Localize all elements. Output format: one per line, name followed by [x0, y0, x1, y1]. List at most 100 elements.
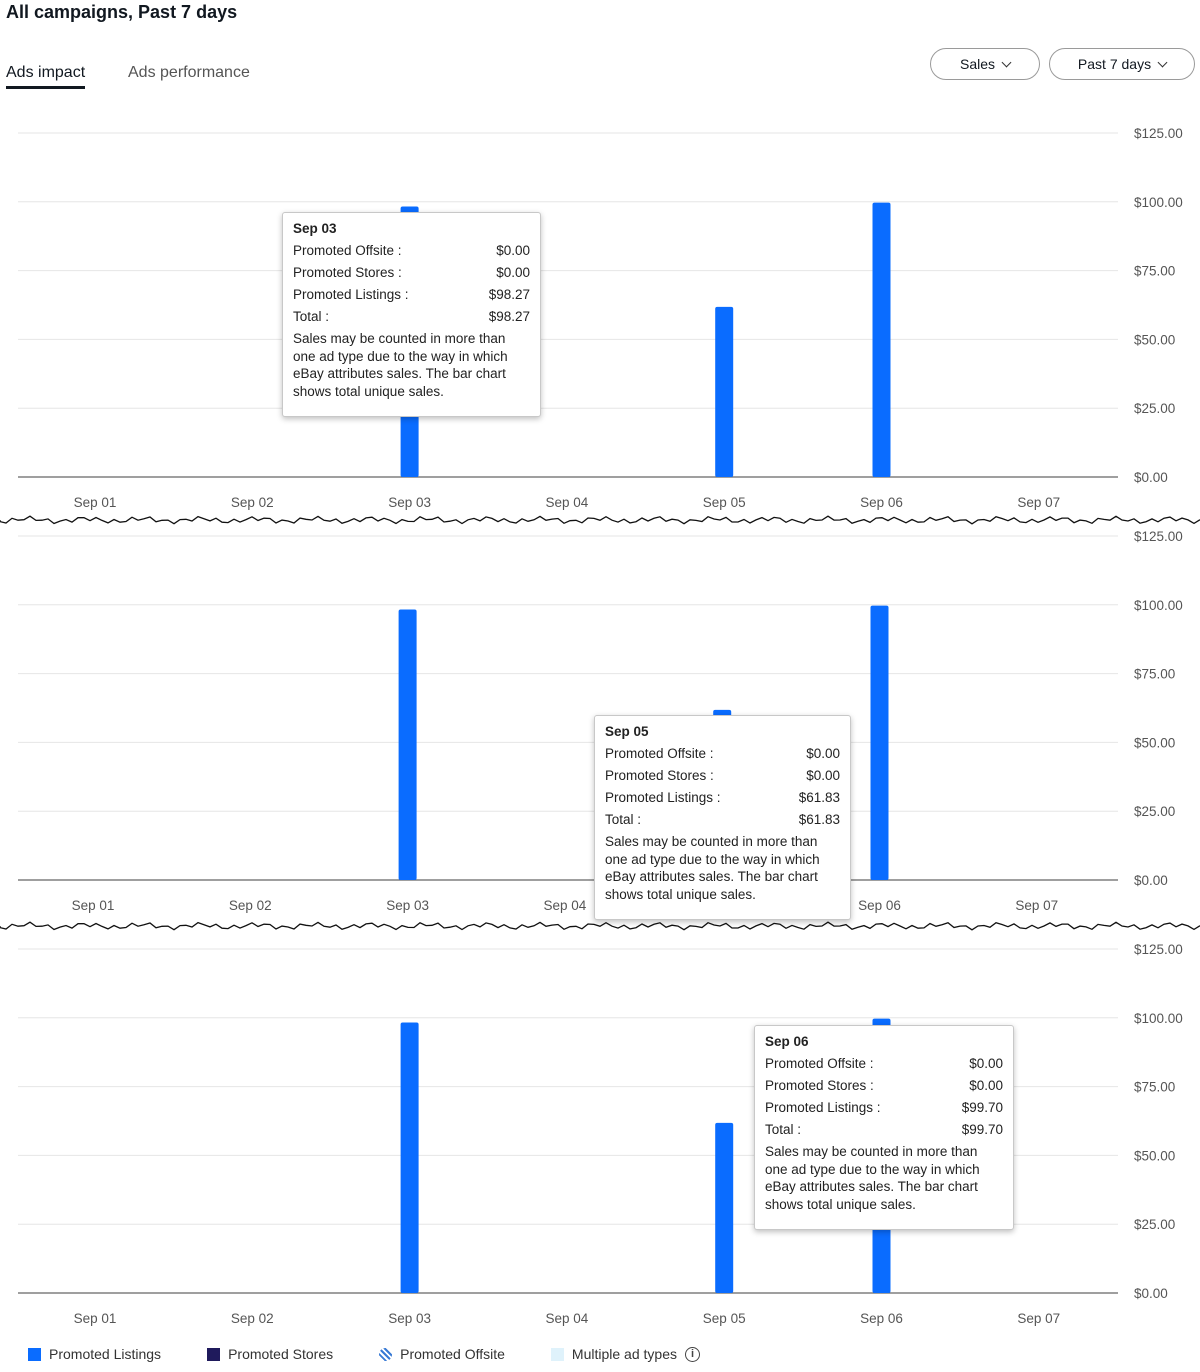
legend-label: Promoted Stores — [228, 1346, 334, 1362]
x-tick-label: Sep 02 — [231, 495, 274, 510]
y-tick-label: $125.00 — [1134, 126, 1183, 141]
tooltip-label: Promoted Stores : — [293, 265, 402, 280]
y-tick-label: $25.00 — [1134, 1217, 1175, 1232]
y-tick-label: $75.00 — [1134, 264, 1175, 279]
tooltip-label: Promoted Offsite : — [765, 1056, 874, 1071]
y-tick-label: $0.00 — [1134, 873, 1168, 888]
tooltip-label: Promoted Listings : — [605, 790, 721, 805]
x-tick-label: Sep 01 — [74, 495, 117, 510]
legend-item-promoted-listings[interactable]: Promoted Listings — [28, 1346, 161, 1362]
x-tick-label: Sep 01 — [72, 898, 115, 913]
bar — [872, 202, 891, 477]
tooltip-label: Promoted Stores : — [605, 768, 714, 783]
y-tick-label: $0.00 — [1134, 1286, 1168, 1301]
y-tick-label: $50.00 — [1134, 332, 1175, 347]
tooltip-note: Sales may be counted in more than one ad… — [605, 834, 820, 902]
tooltip-row: Promoted Listings : $99.70 — [765, 1097, 1003, 1119]
y-tick-label: $125.00 — [1134, 529, 1183, 544]
legend-swatch — [550, 1347, 564, 1361]
y-tick-label: $100.00 — [1134, 1011, 1183, 1026]
legend-swatch-striped — [379, 1347, 393, 1361]
tooltip-date: Sep 05 — [605, 724, 649, 739]
tooltip-row: Promoted Stores : $0.00 — [605, 765, 840, 787]
x-tick-label: Sep 06 — [860, 495, 903, 510]
tooltip-sep-06: Sep 06 Promoted Offsite : $0.00 Promoted … — [754, 1025, 1014, 1230]
tooltip-row: Total : $98.27 — [293, 306, 530, 328]
y-tick-label: $100.00 — [1134, 195, 1183, 210]
y-tick-label: $50.00 — [1134, 1148, 1175, 1163]
tooltip-value: $0.00 — [969, 1078, 1003, 1093]
x-tick-label: Sep 04 — [546, 1311, 589, 1326]
tooltip-label: Promoted Listings : — [765, 1100, 881, 1115]
y-tick-label: $125.00 — [1134, 942, 1183, 957]
date-range-dropdown-label: Past 7 days — [1077, 56, 1152, 72]
hover-marker — [873, 1020, 891, 1026]
y-tick-label: $25.00 — [1134, 804, 1175, 819]
x-tick-label: Sep 07 — [1017, 1311, 1060, 1326]
tooltip-date: Sep 06 — [765, 1034, 809, 1049]
bar — [715, 306, 734, 477]
tooltip-value: $0.00 — [496, 243, 530, 258]
tooltip-row: Promoted Offsite : $0.00 — [765, 1053, 1003, 1075]
tab-ads-performance[interactable]: Ads performance — [128, 64, 250, 81]
tooltip-value: $98.27 — [488, 287, 530, 302]
legend-label: Promoted Offsite — [400, 1346, 505, 1362]
legend-item-promoted-offsite[interactable]: Promoted Offsite — [379, 1346, 505, 1362]
tooltip-value: $0.00 — [806, 746, 840, 761]
tooltip-label: Promoted Stores : — [765, 1078, 874, 1093]
metric-dropdown[interactable]: Sales — [930, 48, 1040, 80]
tooltip-value: $99.70 — [961, 1122, 1003, 1137]
tooltip-value: $61.83 — [798, 790, 840, 805]
legend-swatch — [28, 1347, 41, 1361]
torn-edge-divider — [0, 515, 1200, 525]
tooltip-sep-03: Sep 03 Promoted Offsite : $0.00 Promoted … — [282, 212, 541, 417]
date-range-dropdown[interactable]: Past 7 days — [1049, 48, 1195, 80]
chart-legend: Promoted Listings Promoted Stores Promot… — [28, 1346, 746, 1362]
legend-item-promoted-stores[interactable]: Promoted Stores — [207, 1346, 333, 1362]
x-tick-label: Sep 05 — [703, 495, 746, 510]
metric-dropdown-label: Sales — [959, 56, 996, 72]
x-tick-label: Sep 03 — [388, 495, 431, 510]
info-icon[interactable]: i — [684, 1346, 700, 1362]
tooltip-label: Promoted Listings : — [293, 287, 409, 302]
tooltip-label: Total : — [605, 812, 642, 827]
hover-marker — [401, 207, 419, 213]
tooltip-label: Total : — [765, 1122, 802, 1137]
page-title: All campaigns, Past 7 days — [6, 2, 238, 22]
bar — [398, 609, 417, 880]
legend-item-multiple-ad-types[interactable]: Multiple ad types i — [550, 1346, 700, 1362]
tooltip-date: Sep 03 — [293, 221, 337, 236]
legend-label: Multiple ad types — [571, 1346, 677, 1362]
tooltip-label: Promoted Offsite : — [605, 746, 714, 761]
x-tick-label: Sep 01 — [74, 1311, 117, 1326]
bar — [870, 605, 889, 880]
legend-label: Promoted Listings — [49, 1346, 162, 1362]
x-tick-label: Sep 07 — [1015, 898, 1058, 913]
tooltip-note: Sales may be counted in more than one ad… — [293, 331, 508, 399]
y-tick-label: $25.00 — [1134, 401, 1175, 416]
tooltip-label: Total : — [293, 309, 330, 324]
tooltip-row: Promoted Listings : $98.27 — [293, 284, 530, 306]
x-tick-label: Sep 05 — [703, 1311, 746, 1326]
bar — [715, 1122, 734, 1293]
tooltip-value: $0.00 — [806, 768, 840, 783]
tooltip-value: $99.70 — [961, 1100, 1003, 1115]
x-tick-label: Sep 04 — [544, 898, 587, 913]
x-tick-label: Sep 06 — [860, 1311, 903, 1326]
x-tick-label: Sep 02 — [229, 898, 272, 913]
legend-swatch — [207, 1347, 221, 1361]
tooltip-value: $0.00 — [969, 1056, 1003, 1071]
tooltip-row: Total : $99.70 — [765, 1119, 1003, 1141]
y-tick-label: $75.00 — [1134, 1080, 1175, 1095]
x-tick-label: Sep 04 — [546, 495, 589, 510]
tooltip-value: $98.27 — [488, 309, 530, 324]
tooltip-row: Promoted Stores : $0.00 — [293, 262, 530, 284]
y-tick-label: $0.00 — [1134, 470, 1168, 485]
tab-ads-impact[interactable]: Ads impact — [6, 64, 86, 89]
tooltip-label: Promoted Offsite : — [293, 243, 402, 258]
y-tick-label: $100.00 — [1134, 598, 1183, 613]
x-tick-label: Sep 07 — [1017, 495, 1060, 510]
y-tick-label: $75.00 — [1134, 667, 1175, 682]
x-tick-label: Sep 02 — [231, 1311, 274, 1326]
tooltip-row: Total : $61.83 — [605, 809, 840, 831]
